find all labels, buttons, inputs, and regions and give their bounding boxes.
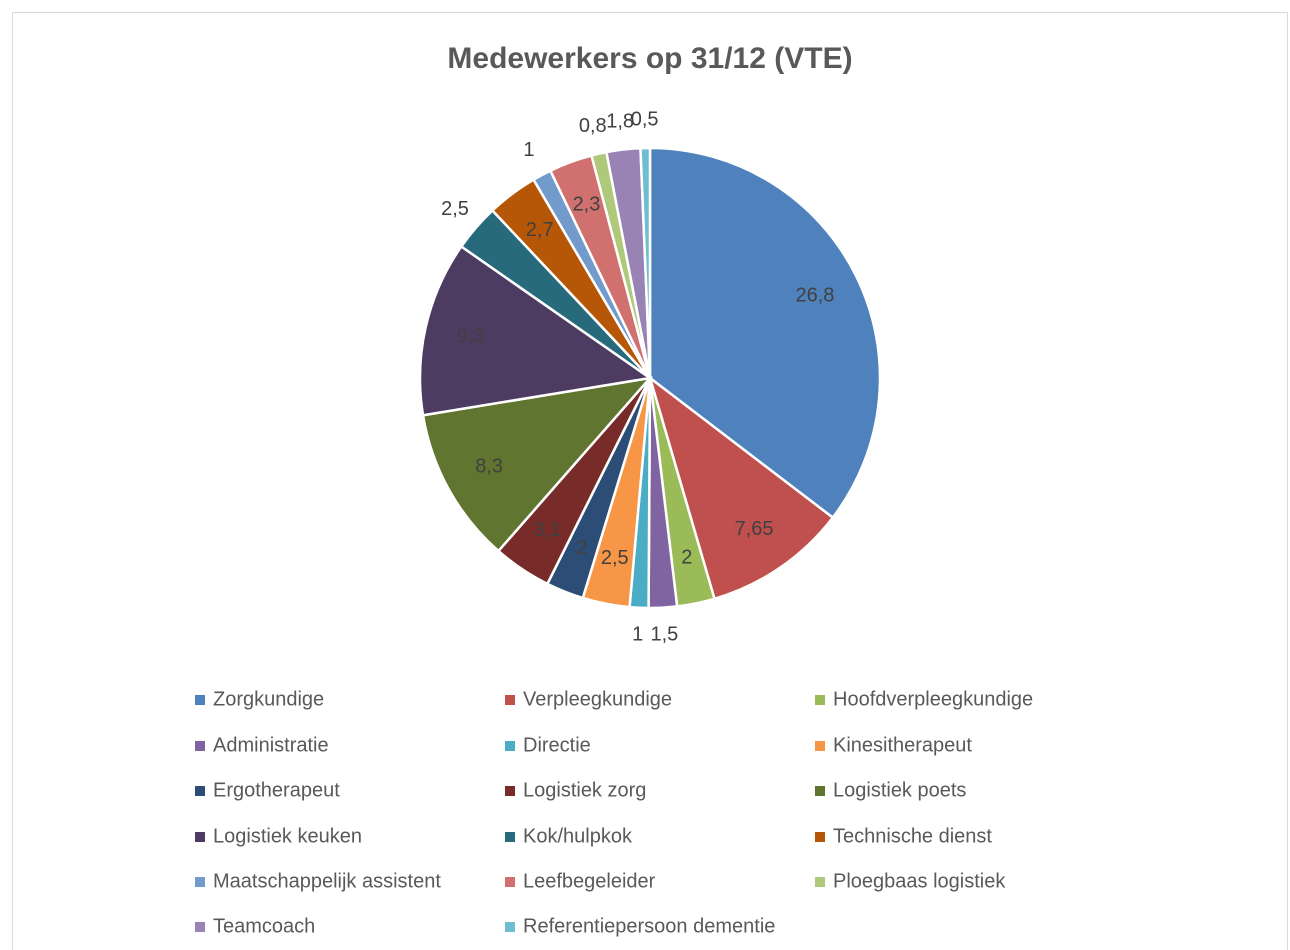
legend-swatch <box>505 877 515 887</box>
data-label: 1,5 <box>651 623 679 645</box>
data-label: 7,65 <box>735 518 774 540</box>
legend-label: Leefbegeleider <box>523 870 656 892</box>
data-label: 1 <box>523 139 534 161</box>
data-label: 26,8 <box>795 285 834 307</box>
data-label: 0,5 <box>631 109 659 131</box>
legend-swatch <box>195 877 205 887</box>
legend-label: Technische dienst <box>833 825 992 847</box>
legend-label: Logistiek zorg <box>523 779 646 801</box>
pie-slice <box>647 374 835 601</box>
data-label: 0,8 <box>579 115 607 137</box>
legend-label: Hoofdverpleegkundige <box>833 688 1033 710</box>
legend-label: Kok/hulpkok <box>523 825 633 847</box>
legend-swatch <box>815 877 825 887</box>
legend-swatch <box>815 832 825 842</box>
legend-label: Ploegbaas logistiek <box>833 870 1006 892</box>
legend-swatch <box>195 786 205 796</box>
legend-swatch <box>505 695 515 705</box>
legend-swatch <box>505 832 515 842</box>
legend-swatch <box>505 922 515 932</box>
legend-label: Ergotherapeut <box>213 779 340 801</box>
data-label: 2,3 <box>573 194 601 216</box>
data-label: 2,5 <box>601 547 629 569</box>
data-label: 3,1 <box>534 519 562 541</box>
legend-swatch <box>505 741 515 751</box>
legend-swatch <box>195 695 205 705</box>
data-label: 8,3 <box>475 456 503 478</box>
data-label: 1,8 <box>606 110 634 132</box>
legend-swatch <box>815 695 825 705</box>
data-label: 1 <box>632 624 643 646</box>
pie-slice <box>418 244 654 417</box>
pie-slice <box>639 146 652 379</box>
legend-label: Logistiek poets <box>833 779 966 801</box>
legend-swatch <box>195 832 205 842</box>
legend-label: Zorgkundige <box>213 688 324 710</box>
legend-swatch <box>505 786 515 796</box>
legend-label: Administratie <box>213 734 329 756</box>
data-label: 2,7 <box>526 219 554 241</box>
legend-swatch <box>195 741 205 751</box>
data-label: 9,3 <box>457 326 485 348</box>
legend-label: Kinesitherapeut <box>833 734 972 756</box>
legend-label: Verpleegkundige <box>523 688 672 710</box>
legend-label: Maatschappelijk assistent <box>213 870 441 892</box>
legend-swatch <box>815 786 825 796</box>
legend-label: Referentiepersoon dementie <box>523 915 775 937</box>
legend-swatch <box>195 922 205 932</box>
pie-slice <box>648 146 882 520</box>
pie-slice <box>421 376 654 553</box>
chart-title: Medewerkers op 31/12 (VTE) <box>447 42 852 75</box>
data-label: 2 <box>681 547 692 569</box>
legend-label: Directie <box>523 734 591 756</box>
legend-label: Logistiek keuken <box>213 825 362 847</box>
data-label: 2 <box>576 537 587 559</box>
legend-swatch <box>815 741 825 751</box>
data-label: 2,5 <box>441 198 469 220</box>
legend-label: Teamcoach <box>213 915 315 937</box>
